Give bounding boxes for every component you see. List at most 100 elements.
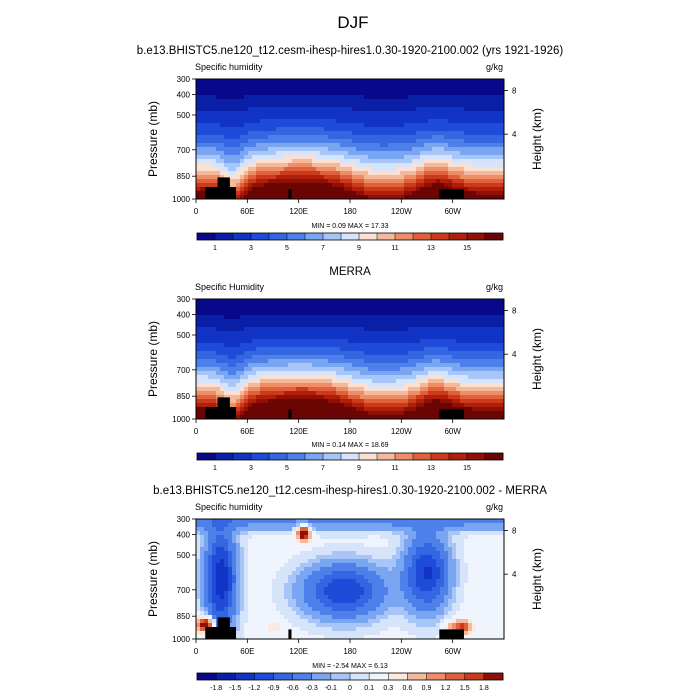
contour-cell (348, 147, 353, 152)
contour-cell (316, 87, 321, 92)
contour-cell (224, 343, 229, 348)
contour-cell (332, 391, 337, 396)
contour-cell (208, 143, 213, 148)
contour-cell (200, 343, 205, 348)
contour-cell (320, 87, 325, 92)
contour-cell (224, 123, 229, 128)
contour-cell (216, 359, 221, 364)
contour-cell (432, 147, 437, 152)
contour-cell (240, 335, 245, 340)
contour-cell (220, 139, 225, 144)
contour-cell (480, 319, 485, 324)
contour-cell (360, 167, 365, 172)
contour-cell (220, 335, 225, 340)
contour-cell (388, 331, 393, 336)
contour-cell (428, 187, 433, 192)
colorbar-label: 5 (285, 245, 289, 252)
contour-cell (240, 395, 245, 400)
contour-cell (304, 155, 309, 160)
contour-cell (280, 407, 285, 412)
contour-cell (384, 347, 389, 352)
contour-cell (488, 335, 493, 340)
contour-cell (380, 415, 385, 420)
contour-cell (396, 379, 401, 384)
contour-cell (404, 115, 409, 120)
contour-cell (392, 303, 397, 308)
contour-cell (356, 91, 361, 96)
contour-cell (312, 327, 317, 332)
contour-cell (388, 163, 393, 168)
contour-cell (328, 527, 333, 532)
contour-cell (280, 399, 285, 404)
contour-cell (368, 187, 373, 192)
contour-cell (496, 303, 501, 308)
contour-cell (408, 359, 413, 364)
contour-cell (420, 139, 425, 144)
contour-cell (304, 303, 309, 308)
contour-cell (260, 171, 265, 176)
contour-cell (272, 159, 277, 164)
contour-cell (208, 131, 213, 136)
contour-cell (428, 383, 433, 388)
contour-cell (460, 147, 465, 152)
contour-cell (344, 119, 349, 124)
left-string: Specific humidity (195, 502, 263, 512)
contour-cell (268, 327, 273, 332)
contour-cell (248, 391, 253, 396)
contour-cell (316, 83, 321, 88)
contour-cell (252, 171, 257, 176)
contour-cell (200, 379, 205, 384)
contour-cell (360, 99, 365, 104)
contour-cell (300, 107, 305, 112)
contour-cell (480, 99, 485, 104)
contour-cell (400, 123, 405, 128)
contour-cell (336, 307, 341, 312)
contour-cell (352, 391, 357, 396)
contour-cell (284, 139, 289, 144)
contour-cell (368, 343, 373, 348)
contour-cell (456, 403, 461, 408)
panel-title: b.e13.BHISTC5.ne120_t12.cesm-ihesp-hires… (153, 485, 547, 497)
contour-cell (348, 143, 353, 148)
contour-cell (464, 135, 469, 140)
contour-cell (308, 195, 313, 200)
contour-cell (324, 167, 329, 172)
contour-cell (344, 123, 349, 128)
contour-cell (240, 371, 245, 376)
contour-cell (296, 155, 301, 160)
contour-cell (240, 403, 245, 408)
contour-cell (356, 343, 361, 348)
contour-cell (220, 327, 225, 332)
contour-cell (312, 367, 317, 372)
contour-cell (388, 183, 393, 188)
contour-cell (216, 91, 221, 96)
contour-cell (196, 347, 201, 352)
contour-cell (432, 79, 437, 84)
contour-cell (396, 403, 401, 408)
contour-cell (440, 399, 445, 404)
contour-cell (292, 383, 297, 388)
contour-cell (280, 359, 285, 364)
contour-cell (236, 327, 241, 332)
contour-cell (408, 315, 413, 320)
contour-cell (332, 111, 337, 116)
contour-cell (308, 119, 313, 124)
contour-cell (228, 367, 233, 372)
contour-cell (264, 151, 269, 156)
contour-cell (456, 407, 461, 412)
contour-cell (240, 135, 245, 140)
contour-cell (228, 331, 233, 336)
contour-cell (336, 311, 341, 316)
contour-cell (448, 187, 453, 192)
contour-cell (296, 127, 301, 132)
contour-cell (232, 83, 237, 88)
contour-cell (476, 127, 481, 132)
contour-cell (328, 371, 333, 376)
contour-cell (308, 527, 313, 532)
contour-cell (336, 371, 341, 376)
contour-cell (476, 159, 481, 164)
contour-cell (248, 527, 253, 532)
contour-cell (360, 107, 365, 112)
contour-cell (432, 83, 437, 88)
contour-cell (256, 303, 261, 308)
